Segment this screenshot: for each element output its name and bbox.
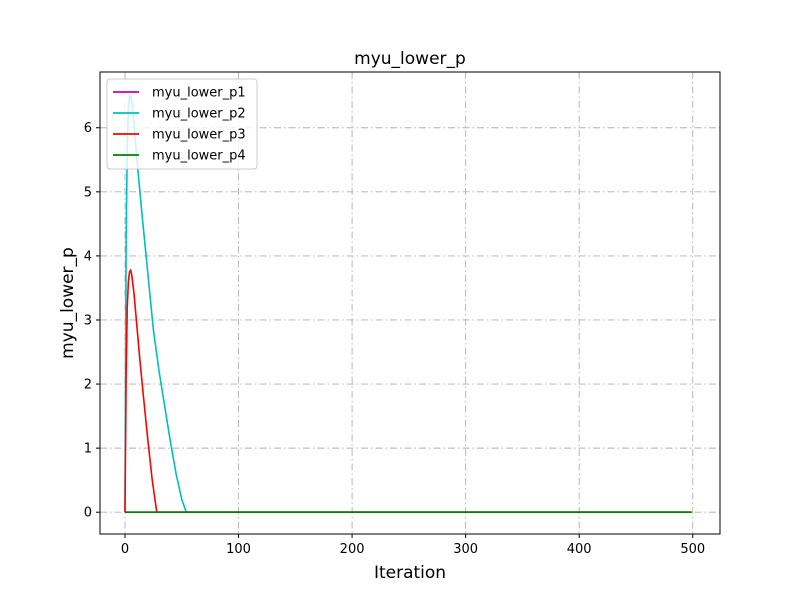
x-tick-label: 200 xyxy=(340,542,365,557)
legend-box xyxy=(106,78,258,170)
y-tick-label: 3 xyxy=(84,313,92,328)
y-tick-label: 2 xyxy=(84,378,92,393)
legend-label: myu_lower_p4 xyxy=(152,149,246,164)
x-axis-label: Iteration xyxy=(374,563,446,583)
plot-frame xyxy=(99,71,721,535)
chart-title: myu_lower_p xyxy=(354,49,466,69)
y-tick-label: 0 xyxy=(84,506,92,521)
ticks-layer: 0 100 200 300 400 500 0 1 2 3 4 5 6 xyxy=(84,121,705,557)
series-layer xyxy=(124,94,692,514)
legend-label: myu_lower_p3 xyxy=(152,128,246,143)
y-tick-label: 1 xyxy=(84,442,92,457)
x-tick-label: 100 xyxy=(226,542,251,557)
y-tick-label: 6 xyxy=(84,121,92,136)
x-tick-label: 0 xyxy=(121,542,129,557)
x-tick-label: 500 xyxy=(680,542,705,557)
legend-label: myu_lower_p1 xyxy=(152,86,246,101)
y-axis-label: myu_lower_p xyxy=(58,247,78,359)
legend-label: myu_lower_p2 xyxy=(152,107,246,122)
x-tick-label: 300 xyxy=(453,542,478,557)
legend: myu_lower_p1 myu_lower_p2 myu_lower_p3 myu_… xyxy=(106,78,258,170)
y-tick-label: 4 xyxy=(84,249,92,264)
y-tick-label: 5 xyxy=(84,185,92,200)
x-tick-label: 400 xyxy=(567,542,592,557)
